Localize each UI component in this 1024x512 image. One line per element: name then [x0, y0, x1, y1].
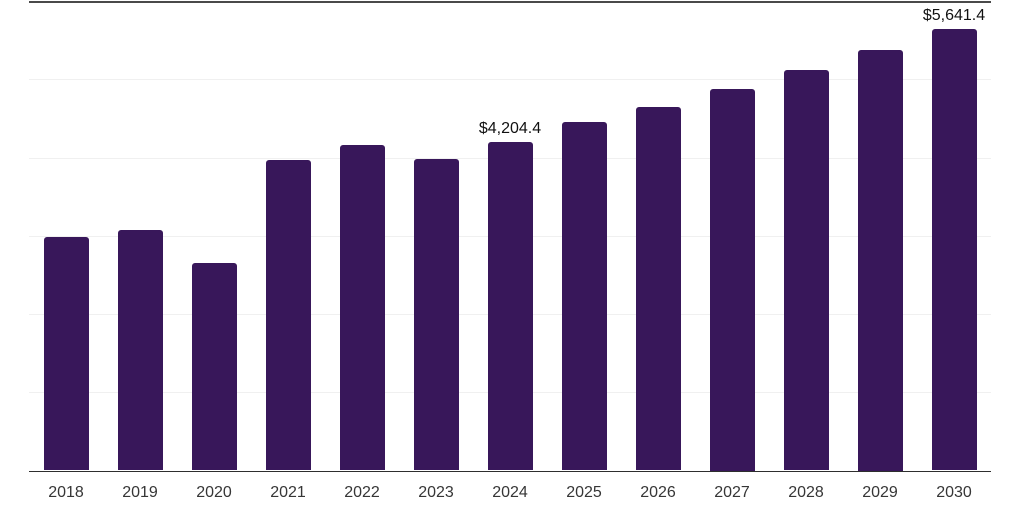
- bar-2030[interactable]: [931, 29, 977, 471]
- value-label-2024: $4,204.4: [473, 116, 547, 141]
- x-axis-line: [29, 470, 991, 473]
- x-axis-label-2025: 2025: [566, 484, 602, 501]
- bar-2020[interactable]: [191, 263, 237, 471]
- x-axis-label-2026: 2026: [640, 484, 676, 501]
- x-axis-label-2027: 2027: [714, 484, 750, 501]
- x-axis-label-2029: 2029: [862, 484, 898, 501]
- bar-2026[interactable]: [635, 107, 681, 471]
- x-axis-label-2021: 2021: [270, 484, 306, 501]
- x-axis-label-2020: 2020: [196, 484, 232, 501]
- value-label-2030: $5,641.4: [917, 4, 991, 29]
- bar-2029[interactable]: [857, 49, 903, 471]
- x-axis-label-2024: 2024: [492, 484, 528, 501]
- plot-top-border-line: [29, 1, 991, 3]
- x-axis-label-2028: 2028: [788, 484, 824, 501]
- bar-2027[interactable]: [709, 89, 755, 471]
- bar-2019[interactable]: [117, 230, 163, 471]
- x-axis-label-2023: 2023: [418, 484, 454, 501]
- bar-2022[interactable]: [339, 144, 385, 471]
- bar-2023[interactable]: [413, 159, 459, 471]
- bar-2024[interactable]: [487, 141, 533, 471]
- gridline-5000: [29, 79, 991, 81]
- x-axis-label-2030: 2030: [936, 484, 972, 501]
- bar-2021[interactable]: [265, 160, 311, 471]
- bar-2018[interactable]: [43, 237, 89, 471]
- x-axis-label-2018: 2018: [48, 484, 84, 501]
- bar-2028[interactable]: [783, 70, 829, 471]
- x-axis-label-2022: 2022: [344, 484, 380, 501]
- bar-2025[interactable]: [561, 122, 607, 471]
- x-axis-label-2019: 2019: [122, 484, 158, 501]
